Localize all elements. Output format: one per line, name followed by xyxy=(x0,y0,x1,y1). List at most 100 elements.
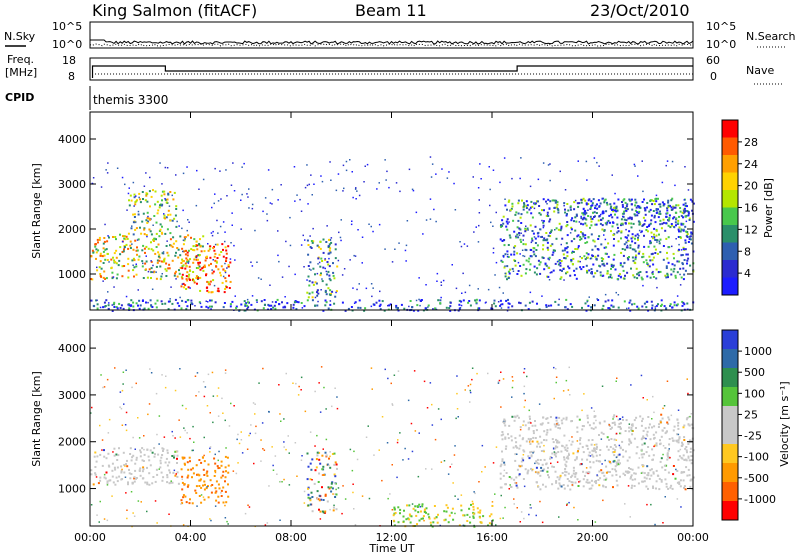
data-cell xyxy=(462,299,465,302)
data-cell xyxy=(519,253,521,255)
data-cell xyxy=(141,470,144,473)
data-cell xyxy=(219,170,221,172)
data-cell xyxy=(354,524,357,526)
data-cell xyxy=(183,239,186,242)
data-cell xyxy=(406,504,408,507)
data-cell xyxy=(583,213,586,216)
data-cell xyxy=(680,223,683,226)
data-cell xyxy=(612,265,614,268)
data-cell xyxy=(504,198,506,200)
data-cell xyxy=(557,303,560,306)
data-cell xyxy=(205,472,208,475)
data-cell xyxy=(204,259,207,262)
data-cell xyxy=(640,231,642,234)
data-cell xyxy=(551,199,554,202)
data-cell xyxy=(203,488,206,491)
data-cell xyxy=(554,447,557,450)
data-cell xyxy=(684,488,687,491)
data-cell xyxy=(246,304,249,307)
data-cell xyxy=(99,453,102,456)
data-cell xyxy=(563,487,566,490)
data-cell xyxy=(609,446,612,448)
data-cell xyxy=(619,462,621,465)
data-cell xyxy=(509,268,512,271)
data-cell xyxy=(142,468,145,471)
data-cell xyxy=(640,438,643,441)
data-cell xyxy=(95,248,98,251)
data-cell xyxy=(642,453,645,456)
data-cell xyxy=(645,259,648,262)
data-cell xyxy=(447,521,450,524)
data-cell xyxy=(567,472,570,475)
colorbar-tick-label: 24 xyxy=(744,158,758,171)
data-cell xyxy=(572,466,575,469)
data-cell xyxy=(674,477,677,480)
data-cell xyxy=(159,265,162,268)
data-cell xyxy=(463,514,466,517)
data-cell xyxy=(205,487,208,490)
data-cell xyxy=(640,230,643,233)
data-cell xyxy=(647,264,650,267)
data-cell xyxy=(541,469,544,472)
data-cell xyxy=(205,300,207,302)
data-cell xyxy=(677,222,680,225)
data-cell xyxy=(601,228,604,231)
data-cell xyxy=(525,205,528,208)
data-cell xyxy=(129,477,132,480)
data-cell xyxy=(493,299,496,302)
data-cell xyxy=(272,306,275,309)
data-cell xyxy=(381,416,384,418)
data-cell xyxy=(617,230,620,233)
data-cell xyxy=(622,455,625,458)
data-cell xyxy=(199,302,202,305)
data-cell xyxy=(311,296,314,299)
data-cell xyxy=(316,490,319,493)
data-cell xyxy=(193,441,195,443)
data-cell xyxy=(150,233,153,236)
colorbar-swatch xyxy=(722,482,738,502)
data-cell xyxy=(607,448,610,451)
data-cell xyxy=(570,481,573,484)
data-cell xyxy=(680,506,682,508)
data-cell xyxy=(328,243,331,246)
data-cell xyxy=(533,207,536,210)
data-cell xyxy=(107,307,110,310)
data-cell xyxy=(125,492,127,494)
data-cell xyxy=(685,220,688,223)
data-cell xyxy=(667,224,670,227)
data-cell xyxy=(480,521,483,524)
data-cell xyxy=(537,485,540,488)
data-cell xyxy=(420,517,423,520)
data-cell xyxy=(596,474,599,477)
data-cell xyxy=(592,427,595,430)
data-cell xyxy=(531,216,534,219)
data-cell xyxy=(283,478,285,481)
data-cell xyxy=(128,468,130,471)
data-cell xyxy=(524,243,527,246)
data-cell xyxy=(616,231,619,234)
data-cell xyxy=(328,265,331,268)
data-cell xyxy=(576,426,579,429)
data-cell xyxy=(639,206,642,209)
data-cell xyxy=(334,257,337,260)
data-cell xyxy=(545,306,548,308)
data-cell xyxy=(564,306,567,309)
data-cell xyxy=(128,307,131,310)
data-cell xyxy=(666,421,669,424)
data-cell xyxy=(675,224,677,227)
data-cell xyxy=(349,159,351,161)
data-cell xyxy=(335,189,338,192)
data-cell xyxy=(690,455,693,457)
data-cell xyxy=(564,468,567,470)
data-cell xyxy=(445,504,448,507)
data-cell xyxy=(171,430,173,433)
data-cell xyxy=(135,477,137,480)
data-cell xyxy=(436,272,439,275)
data-cell xyxy=(492,462,495,464)
data-cell xyxy=(237,433,239,436)
data-cell xyxy=(195,256,198,259)
data-cell xyxy=(469,389,471,392)
data-cell xyxy=(527,437,530,440)
